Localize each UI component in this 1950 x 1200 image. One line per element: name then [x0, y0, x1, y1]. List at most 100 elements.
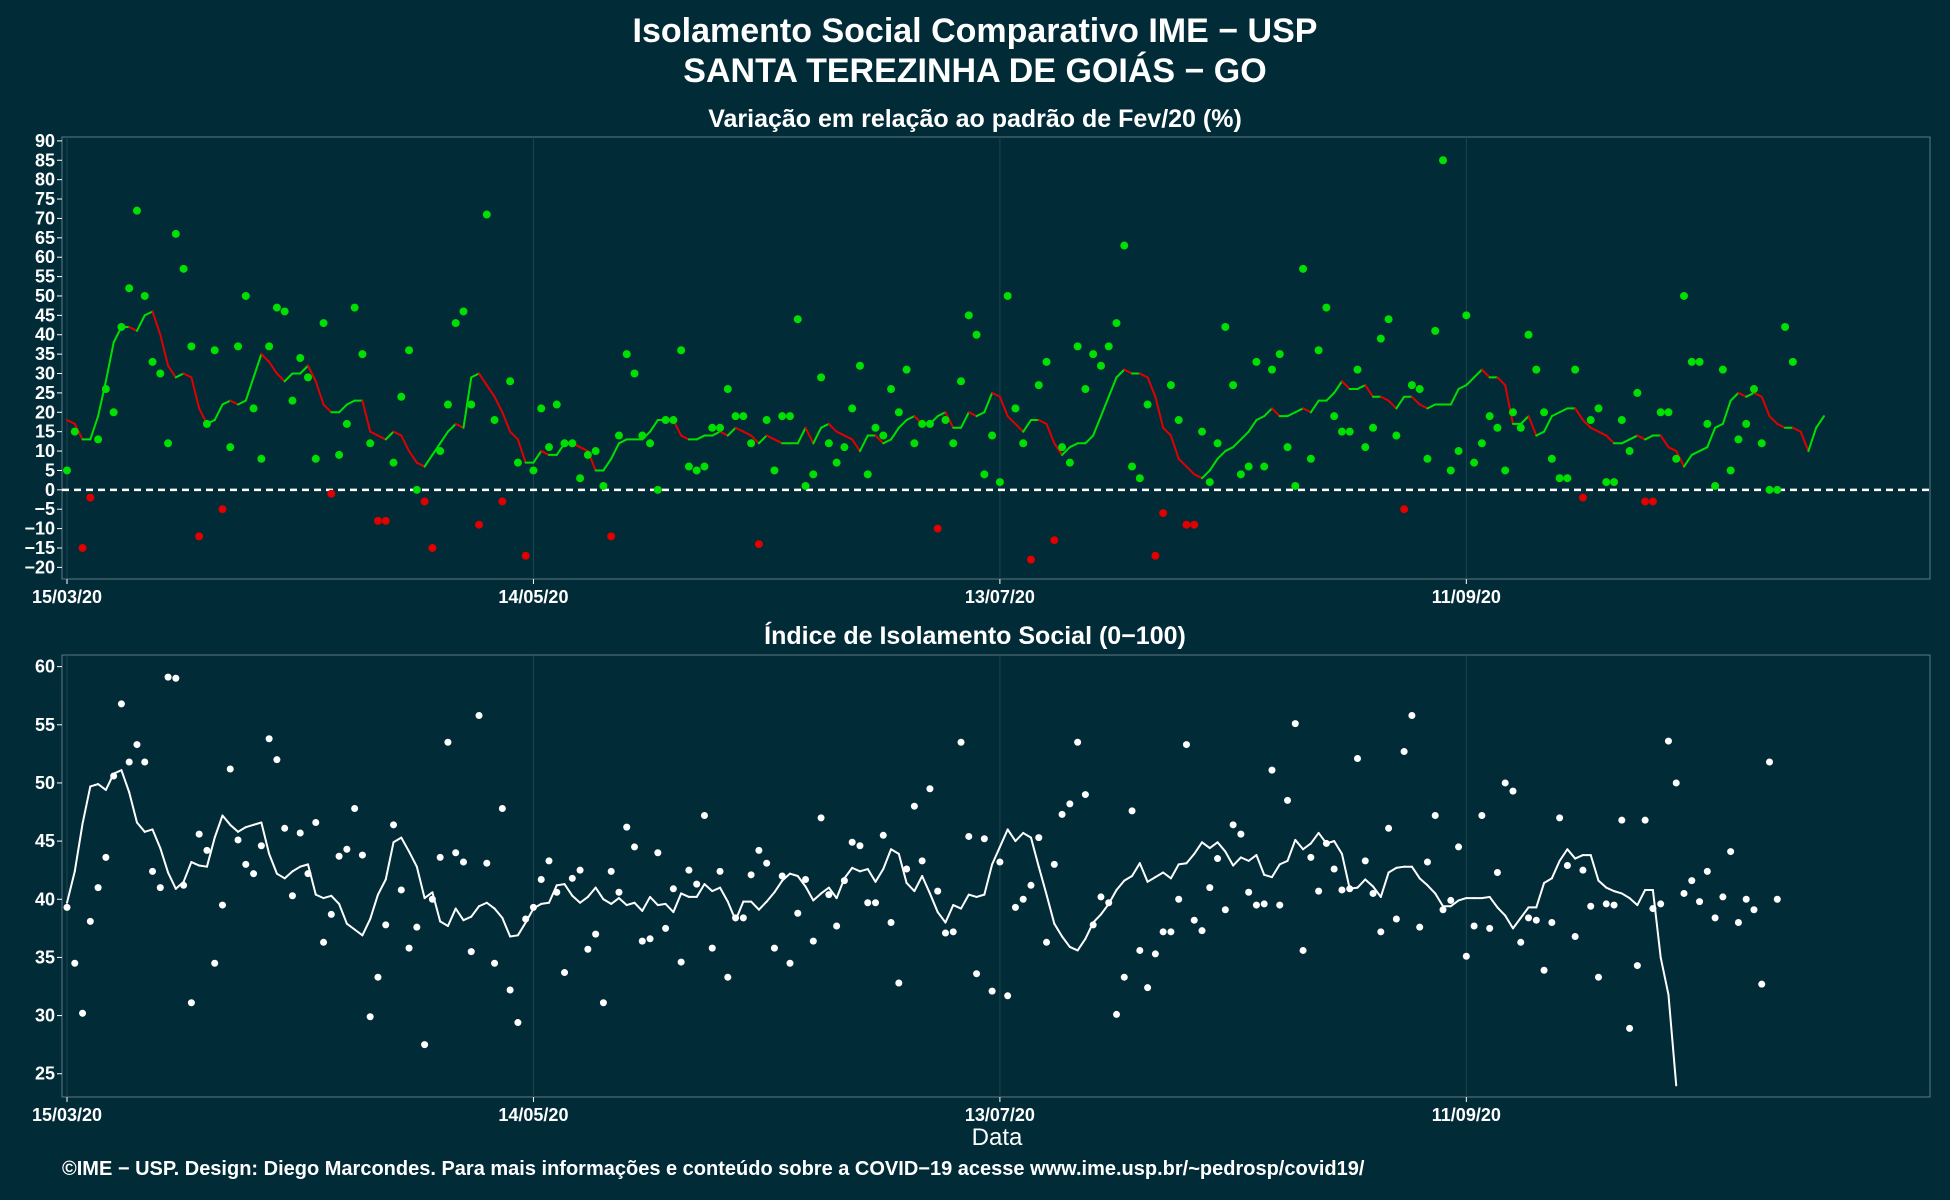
data-point	[716, 867, 724, 875]
data-point	[428, 895, 436, 903]
y-tick-label: 30	[35, 1006, 55, 1026]
data-point	[1074, 738, 1082, 746]
data-point	[560, 439, 569, 448]
y-tick-label: 45	[35, 831, 55, 851]
data-point	[1455, 843, 1463, 851]
y-tick-label: 10	[35, 441, 55, 461]
moving-average-segment	[159, 847, 170, 874]
data-point	[1696, 898, 1704, 906]
moving-average-segment	[1714, 422, 1724, 429]
data-point	[747, 871, 755, 879]
moving-average-segment	[1659, 434, 1670, 449]
data-point	[926, 785, 934, 793]
data-point	[1151, 551, 1160, 560]
moving-average-segment	[1294, 838, 1305, 851]
chart-title-line-1: Isolamento Social Comparativo IME − USP	[632, 12, 1318, 50]
moving-average-segment	[827, 422, 838, 433]
moving-average-segment	[1255, 854, 1266, 876]
x-tick-label: 11/09/20	[1432, 587, 1501, 607]
moving-average-segment	[610, 897, 620, 905]
data-point	[397, 886, 405, 894]
moving-average-segment	[1216, 450, 1227, 460]
moving-average-segment	[182, 372, 193, 379]
data-point	[544, 443, 553, 452]
moving-average-segment	[485, 901, 496, 910]
data-point	[1633, 388, 1642, 397]
data-point	[257, 454, 266, 463]
data-point	[358, 350, 367, 359]
data-point	[646, 439, 655, 448]
data-point	[1166, 381, 1175, 390]
y-tick-label: 85	[35, 150, 55, 170]
data-point	[879, 431, 888, 440]
panel-variation-x-axis: 15/03/20 14/05/20 13/07/20 11/09/20	[32, 579, 1501, 607]
moving-average-segment	[1022, 419, 1032, 433]
moving-average-segment	[1597, 430, 1608, 437]
moving-average-segment	[446, 907, 457, 928]
moving-average-segment	[415, 461, 426, 468]
y-tick-label: 75	[35, 189, 55, 209]
data-point	[436, 853, 444, 861]
data-point	[1415, 385, 1424, 394]
data-point	[1664, 737, 1672, 745]
moving-average-segment	[151, 310, 162, 336]
data-point	[1470, 922, 1478, 930]
data-point	[1330, 412, 1339, 421]
moving-average-segment	[1620, 892, 1631, 900]
moving-average-segment	[742, 430, 753, 437]
data-point	[1128, 807, 1136, 815]
y-tick-label: 70	[35, 208, 55, 228]
moving-average-segment	[97, 783, 107, 791]
y-tick-label: 55	[35, 267, 55, 287]
moving-average-segment	[408, 450, 418, 464]
data-point	[1034, 381, 1043, 390]
data-point	[802, 875, 810, 883]
data-point	[584, 945, 592, 953]
moving-average-segment	[1193, 473, 1204, 480]
moving-average-segment	[229, 399, 240, 406]
moving-average-segment	[135, 314, 146, 332]
data-point	[280, 307, 289, 316]
moving-average-segment	[431, 442, 442, 456]
moving-average-segment	[1309, 831, 1320, 845]
data-point	[1485, 412, 1494, 421]
moving-average-segment	[1449, 388, 1460, 406]
data-point	[1773, 485, 1782, 494]
moving-average-segment	[1006, 415, 1017, 425]
data-point	[887, 919, 895, 927]
data-point	[187, 999, 195, 1007]
data-point	[1066, 800, 1074, 808]
y-tick-label: −5	[34, 499, 55, 519]
moving-average-segment	[1543, 877, 1553, 884]
moving-average-segment	[1309, 399, 1320, 414]
data-point	[311, 454, 320, 463]
data-point	[1159, 928, 1167, 936]
moving-average-segment	[1488, 895, 1499, 909]
moving-average-segment	[299, 863, 309, 868]
moving-average-segment	[1597, 879, 1608, 889]
moving-average-segment	[384, 841, 395, 881]
data-point	[941, 416, 950, 425]
data-point	[272, 303, 281, 312]
data-point	[1143, 400, 1152, 409]
moving-average-segment	[322, 403, 333, 414]
moving-average-segment	[1247, 419, 1258, 433]
data-point	[716, 423, 725, 432]
data-point	[1563, 474, 1572, 483]
data-point	[63, 903, 71, 911]
data-point	[1618, 816, 1626, 824]
data-point	[1447, 896, 1455, 904]
y-tick-label: 0	[45, 480, 55, 500]
moving-average-segment	[765, 891, 776, 903]
data-point	[1517, 938, 1525, 946]
data-point	[1516, 423, 1525, 432]
data-point	[257, 842, 265, 850]
data-point	[794, 909, 802, 917]
moving-average-segment	[1636, 434, 1647, 441]
moving-average-segment	[338, 403, 348, 414]
moving-average-segment	[1084, 434, 1095, 445]
data-point	[381, 516, 390, 525]
moving-average-segment	[423, 891, 434, 900]
data-point	[1408, 711, 1416, 719]
panel-index-x-axis: 15/03/20 14/05/20 13/07/20 11/09/20	[32, 1097, 1501, 1125]
